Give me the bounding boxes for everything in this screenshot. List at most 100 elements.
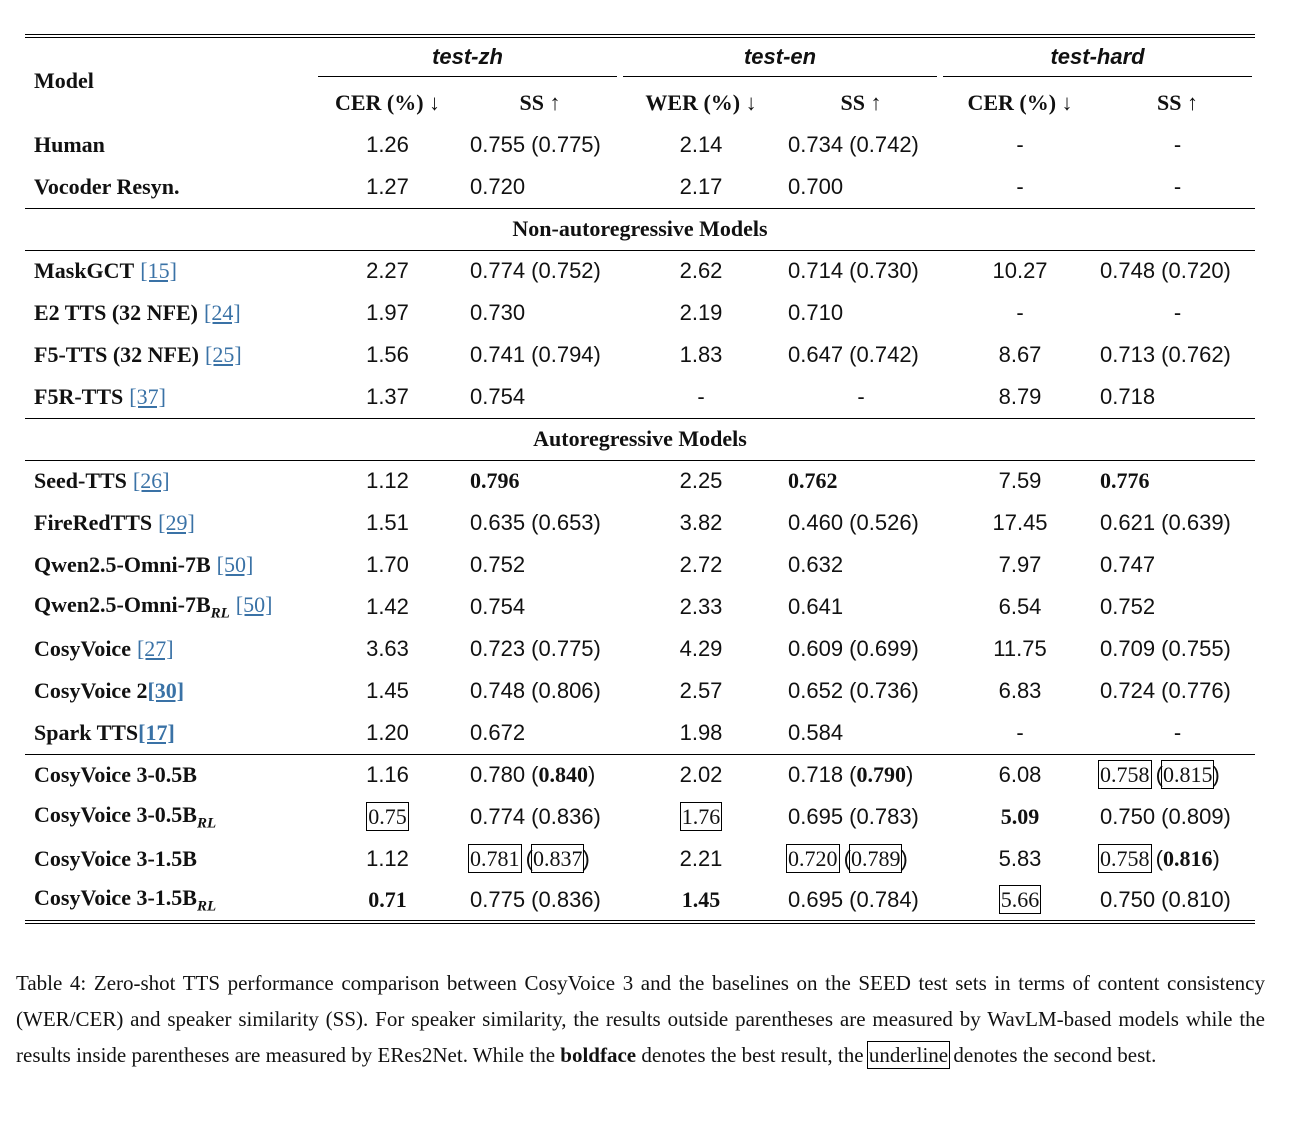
table-body: Human 1.26 0.755 (0.775) 2.14 0.734 (0.742) -… — [25, 124, 1256, 922]
model-name: Qwen2.5-Omni-7B — [34, 552, 211, 577]
value-segment: 0.718 ( — [788, 762, 857, 788]
model-name: Human — [34, 132, 105, 157]
value-cell: 0.796 — [460, 459, 621, 502]
value-cell: 0.718 (0.790) — [782, 753, 941, 796]
value-segment: ) — [588, 762, 596, 788]
table-row: Qwen2.5-Omni-7B [50] 1.70 0.752 2.72 0.632 7.9… — [25, 544, 1255, 586]
value-cell: 3.82 — [679, 510, 723, 535]
table-row: CosyVoice 3-0.5B 1.16 0.780 (0.840) 2.02 0.7… — [25, 753, 1256, 796]
citation: [50] — [235, 591, 273, 617]
value-cell: 0.609 (0.699) — [788, 636, 919, 661]
value-cell: - — [1173, 719, 1182, 745]
model-subscript: RL — [210, 605, 230, 622]
value-segment: ( — [1149, 846, 1163, 871]
value-cell: 8.67 — [998, 342, 1042, 367]
citation: [37] — [129, 383, 166, 409]
section-row: Autoregressive Models — [25, 417, 1256, 460]
value-cell: 0.647 (0.742) — [788, 342, 919, 367]
value-cell: 0.755 (0.775) — [470, 132, 601, 157]
citation: [27] — [136, 636, 174, 661]
value-cell: 2.57 — [679, 678, 723, 703]
model-name: CosyVoice 3-0.5B — [34, 762, 197, 788]
model-cell: FireRedTTS [29] — [25, 502, 315, 544]
model-name: MaskGCT — [34, 258, 135, 284]
value-cell: 1.42 — [366, 594, 409, 619]
value-cell: 7.59 — [940, 459, 1101, 502]
value-cell: 0.774 (0.752) — [460, 249, 621, 292]
table-row: Seed-TTS [26] 1.12 0.796 2.25 0.762 7.59 0.776 — [25, 459, 1256, 502]
model-name: Seed-TTS — [34, 468, 127, 494]
table-row: CosyVoice 3-1.5BRL 0.71 0.775 (0.836) 1.45 0… — [25, 880, 1255, 922]
table-row: F5R-TTS [37] 1.37 0.754 - - 8.79 0.718 — [25, 376, 1255, 418]
model-subscript: RL — [196, 898, 217, 915]
citation: [26] — [132, 468, 170, 494]
value-cell: 1.45 — [620, 880, 782, 922]
value-cell: 0.724 (0.776) — [1100, 678, 1231, 703]
value-cell: 1.20 — [366, 719, 409, 745]
value-segment: 5.09 — [1000, 804, 1040, 829]
citation: [25] — [205, 342, 242, 367]
table-row: CosyVoice [27] 3.63 0.723 (0.775) 4.29 0.609 … — [25, 628, 1255, 670]
caption-text: underline — [866, 1041, 951, 1069]
value-segment: 0.790 — [856, 762, 907, 788]
group-label: test-en — [623, 44, 938, 77]
value-segment: ( — [1149, 762, 1163, 788]
table-row: MaskGCT [15] 2.27 0.774 (0.752) 2.62 0.714 (0… — [25, 249, 1256, 292]
value-cell: 0.632 — [788, 552, 844, 577]
value-cell: 0.780 (0.840) — [460, 753, 621, 796]
model-cell: Human — [25, 124, 315, 166]
value-cell: 0.774 (0.836) — [470, 804, 601, 829]
value-segment: 1.45 — [681, 887, 721, 912]
caption-text: denotes the best result, the — [636, 1043, 869, 1067]
value-segment: 0.840 — [538, 762, 589, 788]
table-row: Human 1.26 0.755 (0.775) 2.14 0.734 (0.742) -… — [25, 124, 1255, 166]
value-cell: 0.713 (0.762) — [1100, 342, 1231, 367]
model-cell: CosyVoice 3-1.5BRL — [25, 880, 315, 922]
value-cell: 0.750 (0.810) — [1100, 887, 1231, 912]
caption: Table 4: Zero-shot TTS performance compa… — [16, 965, 1265, 1073]
value-cell: 4.29 — [679, 636, 723, 661]
value-segment: 0.762 — [788, 468, 838, 494]
column-header: CER (%) ↓ — [334, 90, 441, 115]
model-cell: CosyVoice 3-0.5B — [25, 753, 315, 796]
value-cell: 0.460 (0.526) — [788, 510, 919, 535]
value-cell: 0.758 (0.815) — [1098, 753, 1256, 796]
value-cell: 0.748 (0.720) — [1100, 249, 1256, 292]
value-cell: 0.776 — [1100, 459, 1256, 502]
value-cell: 2.17 — [679, 173, 723, 199]
value-cell: - — [1016, 719, 1024, 745]
value-cell: 0.720 — [470, 173, 526, 199]
value-cell: 1.83 — [679, 342, 723, 367]
model-name: F5R-TTS — [34, 383, 124, 409]
value-cell: 5.83 — [998, 846, 1042, 871]
value-cell: 1.26 — [366, 132, 409, 157]
value-cell: 6.08 — [940, 753, 1101, 796]
value-cell: - — [1173, 173, 1182, 199]
value-cell: 8.79 — [998, 383, 1042, 409]
value-cell: 2.62 — [620, 249, 783, 292]
caption-text: boldface — [560, 1043, 637, 1067]
value-segment: 0.720 — [786, 844, 840, 873]
value-cell: 2.33 — [679, 594, 723, 619]
value-cell: 0.775 (0.836) — [470, 887, 601, 912]
value-cell: 0.754 — [470, 594, 526, 619]
model-name: CosyVoice — [34, 636, 131, 661]
model-name: CosyVoice 2 — [34, 678, 148, 703]
value-segment: 0.758 — [1098, 760, 1152, 790]
value-cell: 0.750 (0.809) — [1100, 804, 1231, 829]
value-cell: - — [1016, 300, 1024, 325]
value-cell: 6.54 — [998, 594, 1042, 619]
value-cell: 0.747 — [1100, 552, 1156, 577]
value-segment: 0.776 — [1100, 468, 1150, 494]
value-cell: 0.71 — [315, 880, 460, 922]
value-cell: 2.72 — [679, 552, 723, 577]
value-segment: ) — [582, 846, 590, 871]
value-cell: 0.752 — [1100, 594, 1156, 619]
model-subscript: RL — [196, 815, 217, 832]
value-cell: 0.720 (0.789) — [782, 838, 940, 880]
value-cell: 0.752 — [470, 552, 526, 577]
value-segment: 0.71 — [368, 887, 407, 912]
value-cell: 2.02 — [620, 753, 783, 796]
model-cell: Vocoder Resyn. — [25, 166, 315, 208]
